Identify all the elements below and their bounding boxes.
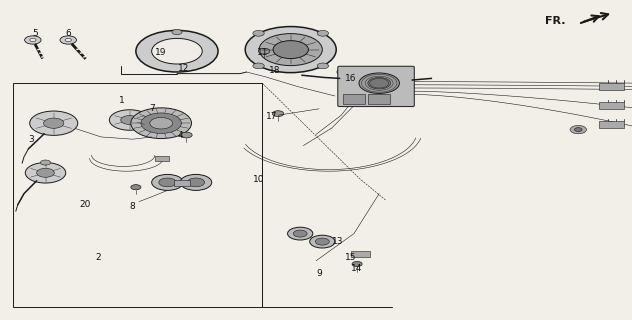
Circle shape xyxy=(359,73,399,93)
Circle shape xyxy=(317,63,329,69)
Bar xyxy=(13,83,262,307)
Text: 11: 11 xyxy=(257,48,268,57)
Circle shape xyxy=(172,29,182,35)
Text: 20: 20 xyxy=(80,200,91,209)
Bar xyxy=(174,180,190,186)
Circle shape xyxy=(150,117,173,129)
Circle shape xyxy=(245,27,336,73)
Circle shape xyxy=(65,38,71,42)
Circle shape xyxy=(152,38,202,64)
Bar xyxy=(599,83,624,90)
Circle shape xyxy=(352,261,362,267)
Circle shape xyxy=(574,128,582,132)
Circle shape xyxy=(37,168,54,177)
Text: 6: 6 xyxy=(65,29,71,38)
Circle shape xyxy=(159,178,176,187)
Circle shape xyxy=(310,235,335,248)
Text: 1: 1 xyxy=(118,96,125,105)
Circle shape xyxy=(288,227,313,240)
Text: 8: 8 xyxy=(130,202,136,211)
Text: 17: 17 xyxy=(266,112,277,121)
Bar xyxy=(343,94,365,104)
Circle shape xyxy=(181,132,192,138)
Circle shape xyxy=(40,160,51,165)
FancyArrowPatch shape xyxy=(581,15,599,23)
Text: 15: 15 xyxy=(345,253,356,262)
Text: 2: 2 xyxy=(95,253,100,262)
Circle shape xyxy=(30,38,36,42)
Bar xyxy=(599,121,624,128)
Circle shape xyxy=(25,163,66,183)
Text: 10: 10 xyxy=(253,175,265,184)
Bar xyxy=(599,102,624,109)
Circle shape xyxy=(317,30,329,36)
Text: 13: 13 xyxy=(332,237,344,246)
Circle shape xyxy=(180,174,212,190)
Circle shape xyxy=(570,125,586,134)
Text: 4: 4 xyxy=(178,132,183,140)
Circle shape xyxy=(293,230,307,237)
Bar xyxy=(351,251,370,257)
Bar xyxy=(155,156,169,161)
Text: 9: 9 xyxy=(316,269,322,278)
Circle shape xyxy=(152,174,183,190)
Circle shape xyxy=(315,238,329,245)
Text: 3: 3 xyxy=(28,135,35,144)
Circle shape xyxy=(30,111,78,135)
Circle shape xyxy=(136,30,218,72)
Circle shape xyxy=(259,34,322,66)
Circle shape xyxy=(272,111,284,116)
Circle shape xyxy=(253,63,264,69)
Circle shape xyxy=(109,110,150,130)
Bar xyxy=(368,94,390,104)
Text: 7: 7 xyxy=(149,104,155,113)
Text: 18: 18 xyxy=(269,66,281,75)
Text: 16: 16 xyxy=(345,74,356,83)
Circle shape xyxy=(253,30,264,36)
Text: 19: 19 xyxy=(155,48,167,57)
Circle shape xyxy=(44,118,64,128)
Circle shape xyxy=(159,53,167,57)
Circle shape xyxy=(60,36,76,44)
Circle shape xyxy=(121,116,138,124)
Circle shape xyxy=(187,178,205,187)
Circle shape xyxy=(341,70,348,74)
FancyBboxPatch shape xyxy=(337,66,415,107)
Circle shape xyxy=(258,48,270,54)
Circle shape xyxy=(131,108,191,139)
Circle shape xyxy=(131,185,141,190)
Text: 5: 5 xyxy=(32,29,38,38)
Circle shape xyxy=(337,68,352,76)
Text: 12: 12 xyxy=(178,64,189,73)
Text: 14: 14 xyxy=(351,264,363,273)
Circle shape xyxy=(273,41,308,59)
Circle shape xyxy=(141,113,181,133)
Text: FR.: FR. xyxy=(545,16,566,26)
Circle shape xyxy=(368,77,391,89)
Circle shape xyxy=(25,36,41,44)
